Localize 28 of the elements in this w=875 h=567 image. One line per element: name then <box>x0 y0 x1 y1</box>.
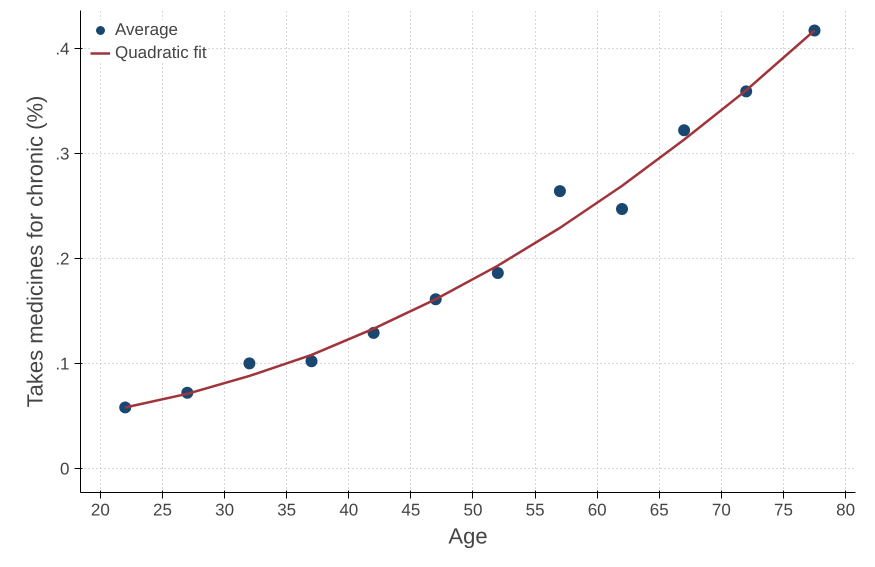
y-tick-label: .3 <box>55 144 70 164</box>
x-tick-label: 20 <box>90 500 110 520</box>
y-tick-label: .1 <box>55 354 70 374</box>
point <box>243 357 256 370</box>
y-tick-label: .2 <box>55 249 70 268</box>
x-tick-label: 35 <box>277 500 296 520</box>
x-tick-label: 65 <box>650 500 669 520</box>
x-tick-label: 70 <box>712 500 731 520</box>
x-axis-title: Age <box>448 524 488 548</box>
y-tick-label: 0 <box>60 459 70 478</box>
point <box>554 185 566 198</box>
x-tick-label: 55 <box>526 500 545 520</box>
x-tick-label: 30 <box>215 500 234 520</box>
x-tick-label: 45 <box>401 500 420 520</box>
x-tick-label: 75 <box>774 500 793 520</box>
y-axis-title: Takes medicines for chronic (%) <box>22 96 48 408</box>
x-tick-label: 40 <box>339 500 358 520</box>
x-tick-label: 80 <box>836 500 856 520</box>
x-tick-label: 25 <box>153 500 172 520</box>
x-tick-label: 50 <box>464 500 482 520</box>
legend-label: Average <box>115 20 178 40</box>
point <box>306 355 318 368</box>
point <box>678 124 690 136</box>
point <box>492 267 504 280</box>
point <box>616 202 628 215</box>
y-tick-label: .4 <box>55 39 70 58</box>
legend-label: Quadratic fit <box>115 43 207 63</box>
x-tick-label: 60 <box>588 500 607 520</box>
